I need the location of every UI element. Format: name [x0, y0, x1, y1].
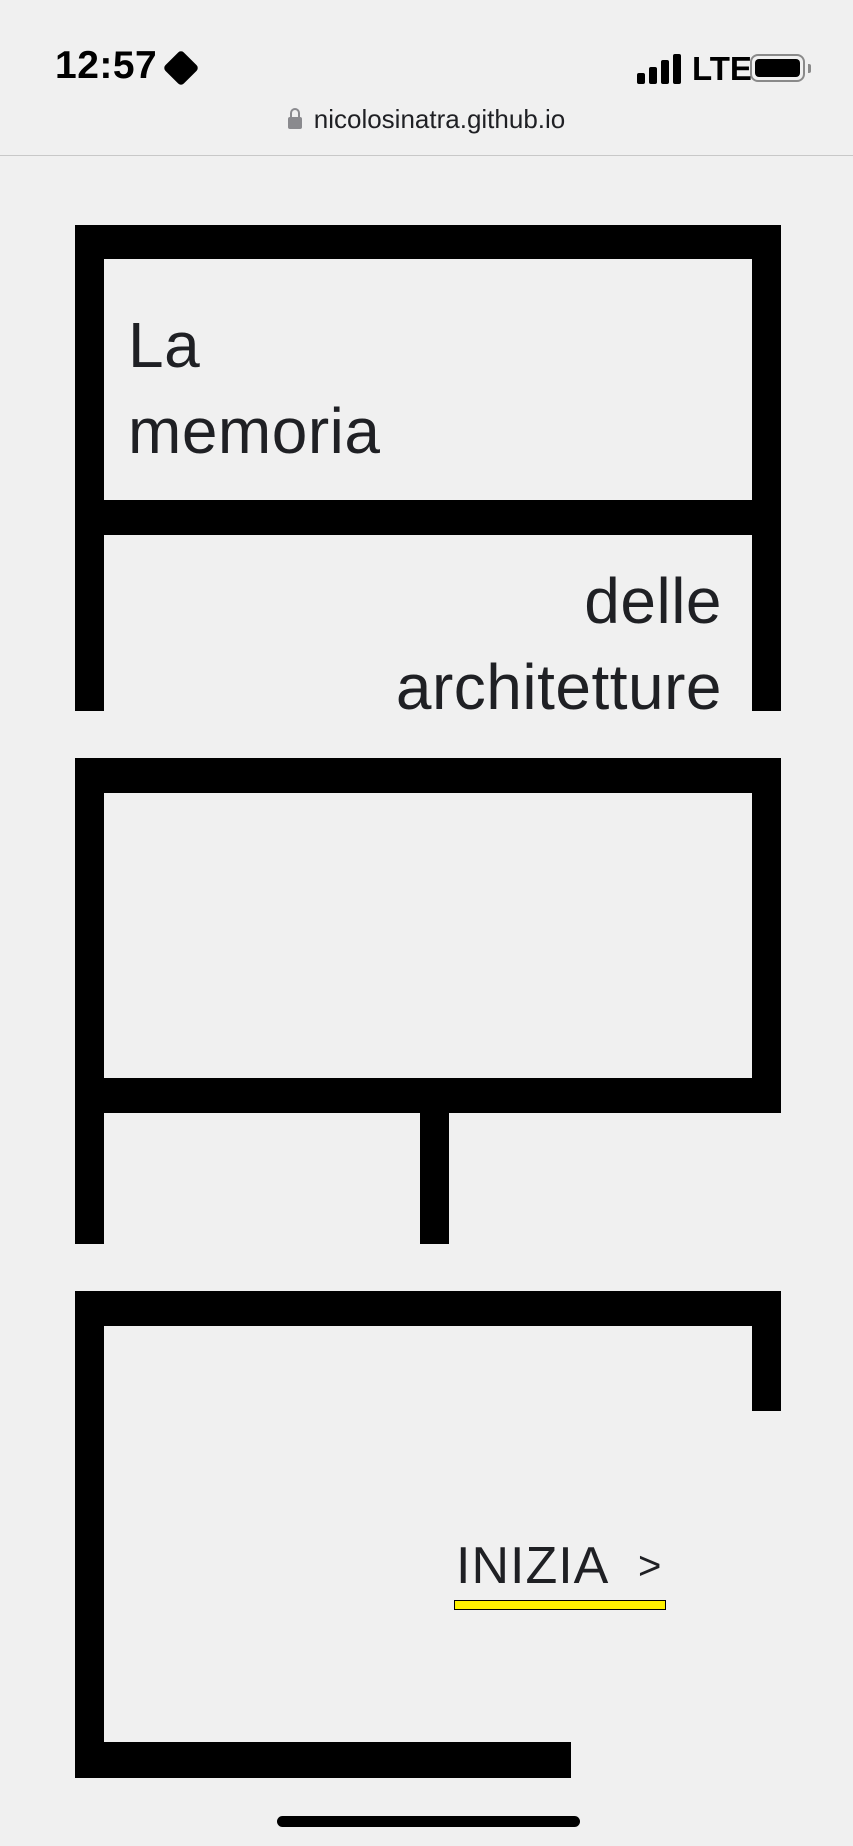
title-line-1: La: [128, 309, 201, 381]
frame-bottom-right-post: [752, 1291, 781, 1411]
title-line-4: architetture: [395, 651, 722, 723]
status-time: 12:57: [55, 44, 158, 87]
frame-top-bar: [75, 225, 781, 259]
frame-middle-top-bar: [75, 758, 781, 793]
start-underline: [454, 1600, 666, 1610]
address-bar[interactable]: nicolosinatra.github.io: [0, 104, 853, 135]
signal-icon: [637, 54, 682, 84]
title-line-3: delle: [584, 565, 722, 637]
home-indicator[interactable]: [277, 1816, 580, 1827]
start-link[interactable]: INIZIA >: [454, 1534, 669, 1614]
frame-middle-center-post: [420, 1078, 449, 1244]
frame-top-mid-bar: [75, 500, 781, 535]
frame-bottom-top-bar: [75, 1291, 781, 1326]
focus-mode-icon: [162, 49, 200, 87]
frame-bottom-base-bar: [75, 1742, 571, 1778]
network-type: LTE: [692, 50, 752, 87]
frame-middle-right-post: [752, 758, 781, 1113]
frame-top-left-post: [75, 225, 104, 711]
frame-middle-left-post: [75, 758, 104, 1244]
start-label: INIZIA: [456, 1537, 610, 1595]
url-text: nicolosinatra.github.io: [313, 104, 566, 134]
chevron-right-icon: >: [638, 1544, 662, 1588]
frame-top-right-post: [752, 225, 781, 711]
frame-bottom-left-post: [75, 1291, 104, 1778]
battery-icon: [750, 54, 811, 82]
title-line-2: memoria: [128, 395, 381, 467]
status-bar: 12:57 LTE nicolosinatra.github.io: [0, 0, 853, 156]
lock-icon: [287, 108, 302, 129]
